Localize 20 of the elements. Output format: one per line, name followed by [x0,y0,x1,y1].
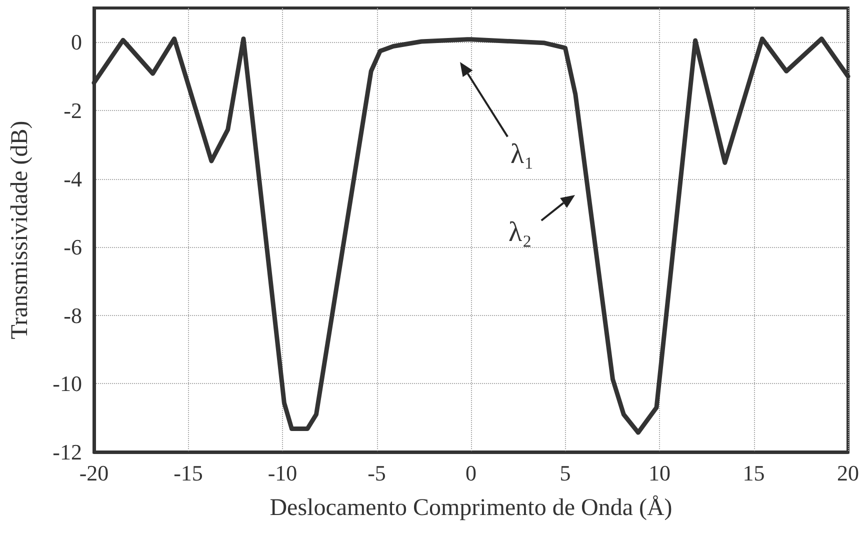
y-axis-title: Transmissividade (dB) [7,120,33,340]
x-tick-label: -5 [368,460,386,486]
y-tick-label: -6 [64,234,82,260]
y-tick-label: -12 [52,440,82,464]
y-tick-label: 0 [71,30,82,55]
x-tick-label: 10 [648,460,670,486]
x-axis-title: Deslocamento Comprimento de Onda (Å) [270,495,672,521]
x-tick-label: 15 [742,460,765,486]
x-tick-label: 20 [837,460,859,486]
x-tick-label: -15 [174,460,203,486]
y-tick-label: -8 [64,302,82,328]
x-tick-label: 0 [466,460,476,486]
annotation: λ₁ [510,139,534,170]
x-tick-label: -10 [268,460,298,486]
y-tick-label: -10 [52,371,82,396]
x-tick-label: -20 [79,460,109,486]
annotation: λ₂ [508,217,532,248]
y-tick-label: -4 [64,166,82,192]
x-tick-label: 5 [560,460,571,486]
y-tick-label: -2 [64,98,82,123]
